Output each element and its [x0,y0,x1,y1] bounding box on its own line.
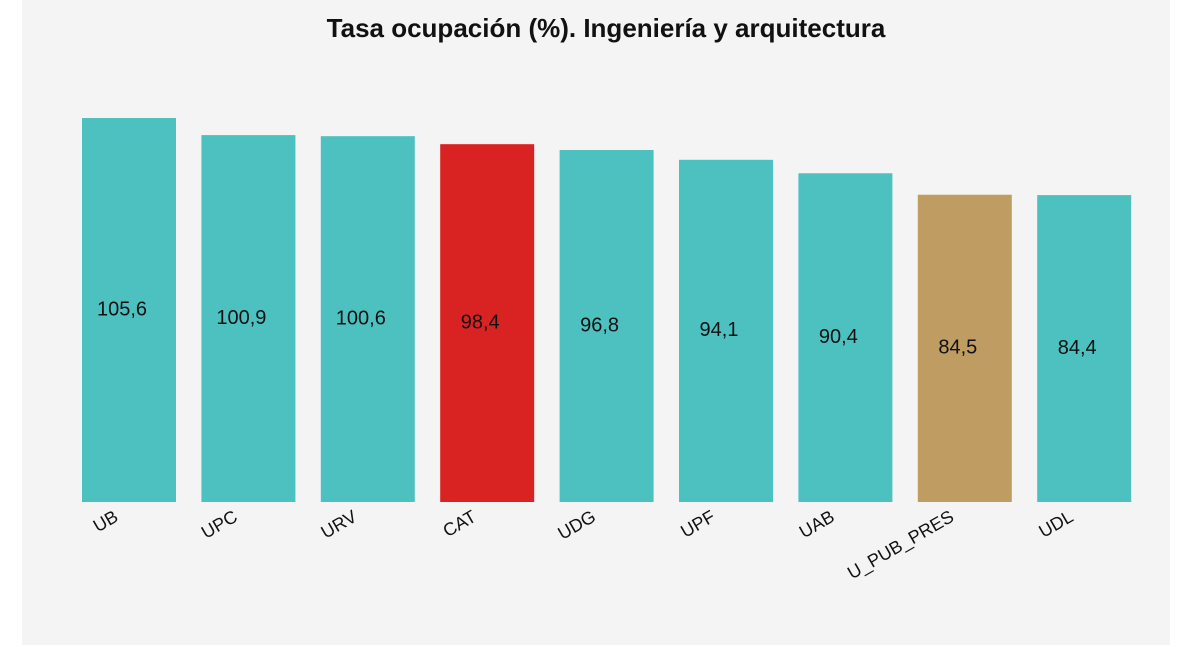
value-label: 100,9 [216,307,266,329]
bar [440,144,535,502]
bar [559,150,654,502]
value-label: 84,5 [938,337,977,359]
bar [679,159,773,502]
bar [82,118,176,502]
bar [320,136,415,502]
value-label: 105,6 [97,298,147,320]
bar [1037,195,1132,502]
bar [798,173,893,503]
value-label: 90,4 [819,326,858,348]
value-label: 100,6 [336,307,386,329]
bar [201,135,296,502]
value-label: 98,4 [461,311,500,333]
value-label: 84,4 [1058,337,1097,359]
value-label: 94,1 [700,319,739,341]
chart-title: Tasa ocupación (%). Ingeniería y arquite… [327,13,886,43]
value-label: 96,8 [580,314,619,336]
bar [917,194,1012,502]
